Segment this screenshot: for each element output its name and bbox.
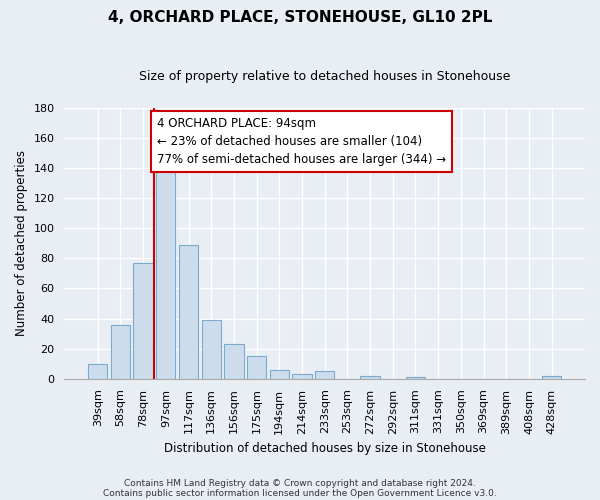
Bar bbox=[224, 344, 244, 379]
Text: Contains HM Land Registry data © Crown copyright and database right 2024.: Contains HM Land Registry data © Crown c… bbox=[124, 478, 476, 488]
Bar bbox=[292, 374, 311, 379]
Bar bbox=[156, 159, 175, 379]
Bar bbox=[133, 263, 153, 379]
Bar bbox=[361, 376, 380, 379]
Bar bbox=[315, 372, 334, 379]
Text: 4 ORCHARD PLACE: 94sqm
← 23% of detached houses are smaller (104)
77% of semi-de: 4 ORCHARD PLACE: 94sqm ← 23% of detached… bbox=[157, 117, 446, 166]
Text: Contains public sector information licensed under the Open Government Licence v3: Contains public sector information licen… bbox=[103, 488, 497, 498]
Bar bbox=[202, 320, 221, 379]
Bar bbox=[179, 245, 198, 379]
Bar bbox=[247, 356, 266, 379]
Y-axis label: Number of detached properties: Number of detached properties bbox=[15, 150, 28, 336]
Bar bbox=[88, 364, 107, 379]
Bar bbox=[406, 378, 425, 379]
X-axis label: Distribution of detached houses by size in Stonehouse: Distribution of detached houses by size … bbox=[164, 442, 485, 455]
Bar bbox=[111, 324, 130, 379]
Title: Size of property relative to detached houses in Stonehouse: Size of property relative to detached ho… bbox=[139, 70, 511, 83]
Text: 4, ORCHARD PLACE, STONEHOUSE, GL10 2PL: 4, ORCHARD PLACE, STONEHOUSE, GL10 2PL bbox=[108, 10, 492, 25]
Bar bbox=[542, 376, 562, 379]
Bar bbox=[269, 370, 289, 379]
